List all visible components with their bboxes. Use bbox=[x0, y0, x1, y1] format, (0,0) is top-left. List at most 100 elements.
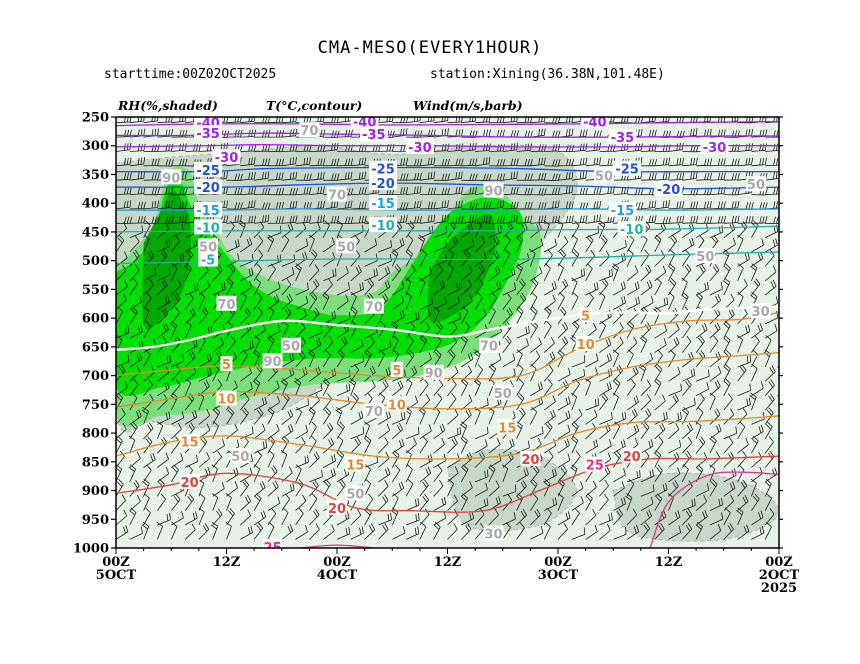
wind-barb bbox=[640, 143, 657, 152]
wind-barb bbox=[350, 410, 364, 425]
y-tick-label: 700 bbox=[82, 369, 109, 384]
wind-barb bbox=[751, 435, 759, 454]
wind-barb bbox=[322, 237, 335, 253]
wind-barb bbox=[488, 453, 502, 468]
wind-barb bbox=[626, 265, 639, 282]
rh-region-98-6 bbox=[142, 191, 191, 330]
wind-barb bbox=[267, 117, 284, 124]
y-tick-label: 400 bbox=[82, 197, 109, 212]
wind-barb bbox=[419, 214, 436, 224]
wind-barb bbox=[488, 173, 506, 181]
wind-barb bbox=[543, 263, 551, 281]
wind-barb bbox=[184, 339, 198, 353]
wind-barb bbox=[129, 186, 146, 195]
wind-barb bbox=[170, 292, 181, 310]
wind-barb bbox=[198, 452, 210, 468]
x-tick-label: 12Z bbox=[434, 555, 462, 570]
wind-barb bbox=[141, 406, 149, 425]
wind-barb bbox=[668, 201, 685, 210]
wind-barb bbox=[309, 186, 325, 195]
station-label: station:Xining(36.38N,101.48E) bbox=[430, 67, 665, 82]
wind-barb bbox=[612, 349, 619, 368]
wind-barb bbox=[281, 144, 298, 152]
contour-label: 50 bbox=[494, 387, 512, 402]
wind-barb bbox=[226, 214, 242, 224]
wind-barb bbox=[240, 467, 253, 483]
wind-barb bbox=[226, 407, 235, 425]
wind-barb bbox=[626, 336, 638, 353]
wind-barb bbox=[157, 436, 168, 454]
contour-label: 30 bbox=[752, 305, 770, 320]
wind-barb bbox=[571, 355, 586, 368]
wind-barb bbox=[516, 508, 527, 526]
wind-barb bbox=[640, 421, 650, 440]
wind-barb bbox=[709, 366, 722, 382]
wind-barb bbox=[778, 453, 779, 468]
wind-barb bbox=[737, 263, 744, 281]
wind-barb bbox=[447, 311, 461, 325]
wind-barb bbox=[557, 465, 568, 483]
wind-barb bbox=[516, 215, 533, 224]
wind-barb bbox=[447, 143, 464, 152]
x-tick-label: 12Z bbox=[213, 555, 241, 570]
wind-barb bbox=[378, 436, 389, 454]
wind-barb bbox=[750, 263, 758, 281]
wind-barb bbox=[681, 291, 689, 310]
wind-barb bbox=[267, 158, 285, 167]
wind-barb bbox=[433, 200, 449, 210]
wind-barb bbox=[184, 454, 199, 468]
wind-barb bbox=[696, 172, 713, 181]
wind-barb bbox=[668, 235, 678, 253]
contour-label: 70 bbox=[365, 301, 383, 316]
wind-barb bbox=[749, 392, 757, 411]
wind-barb bbox=[116, 293, 127, 310]
wind-barb bbox=[571, 481, 584, 497]
wind-barb bbox=[116, 422, 127, 440]
wind-barb bbox=[599, 493, 609, 511]
wind-barb bbox=[143, 267, 157, 282]
wind-barb bbox=[709, 435, 717, 454]
wind-barb bbox=[281, 278, 292, 296]
wind-barb bbox=[654, 493, 663, 511]
wind-barb bbox=[681, 321, 691, 339]
wind-barb bbox=[419, 308, 431, 325]
wind-barb bbox=[309, 144, 326, 152]
wind-barb bbox=[157, 216, 174, 224]
wind-barb bbox=[323, 117, 339, 124]
temp-contour-20-12 bbox=[116, 455, 779, 513]
wind-barb bbox=[626, 281, 640, 296]
x-tick-label: 3OCT bbox=[538, 568, 579, 583]
wind-barb bbox=[447, 393, 457, 411]
wind-barb bbox=[295, 494, 307, 511]
contour-label-bg bbox=[483, 525, 504, 541]
contour-label-bg bbox=[584, 456, 605, 472]
contour-label-bg bbox=[179, 433, 200, 449]
wind-barb bbox=[295, 221, 307, 238]
wind-barb bbox=[737, 171, 753, 181]
wind-barb bbox=[378, 254, 392, 267]
wind-barb bbox=[378, 523, 389, 540]
wind-barb bbox=[419, 277, 426, 296]
wind-barb bbox=[323, 173, 340, 181]
wind-barb bbox=[543, 521, 551, 540]
rh-header: RH(%,shaded) bbox=[117, 98, 218, 113]
wind-barb bbox=[295, 282, 309, 296]
wind-barb bbox=[212, 438, 225, 454]
wind-barb bbox=[696, 187, 713, 196]
wind-barb bbox=[668, 510, 681, 526]
contour-label: 20 bbox=[623, 450, 641, 465]
wind-barb bbox=[751, 238, 764, 253]
wind-barb bbox=[212, 450, 223, 468]
wind-barb bbox=[557, 380, 569, 397]
wind-barb bbox=[406, 130, 423, 138]
wind-barb bbox=[281, 493, 291, 511]
wind-barb bbox=[433, 437, 445, 454]
wind-barb bbox=[473, 349, 481, 368]
wind-barb bbox=[502, 512, 516, 526]
wind-barb bbox=[267, 521, 275, 540]
y-tick-label: 950 bbox=[82, 513, 109, 528]
wind-barb bbox=[447, 236, 459, 253]
wind-barb bbox=[764, 478, 772, 497]
wind-barb bbox=[488, 437, 501, 454]
